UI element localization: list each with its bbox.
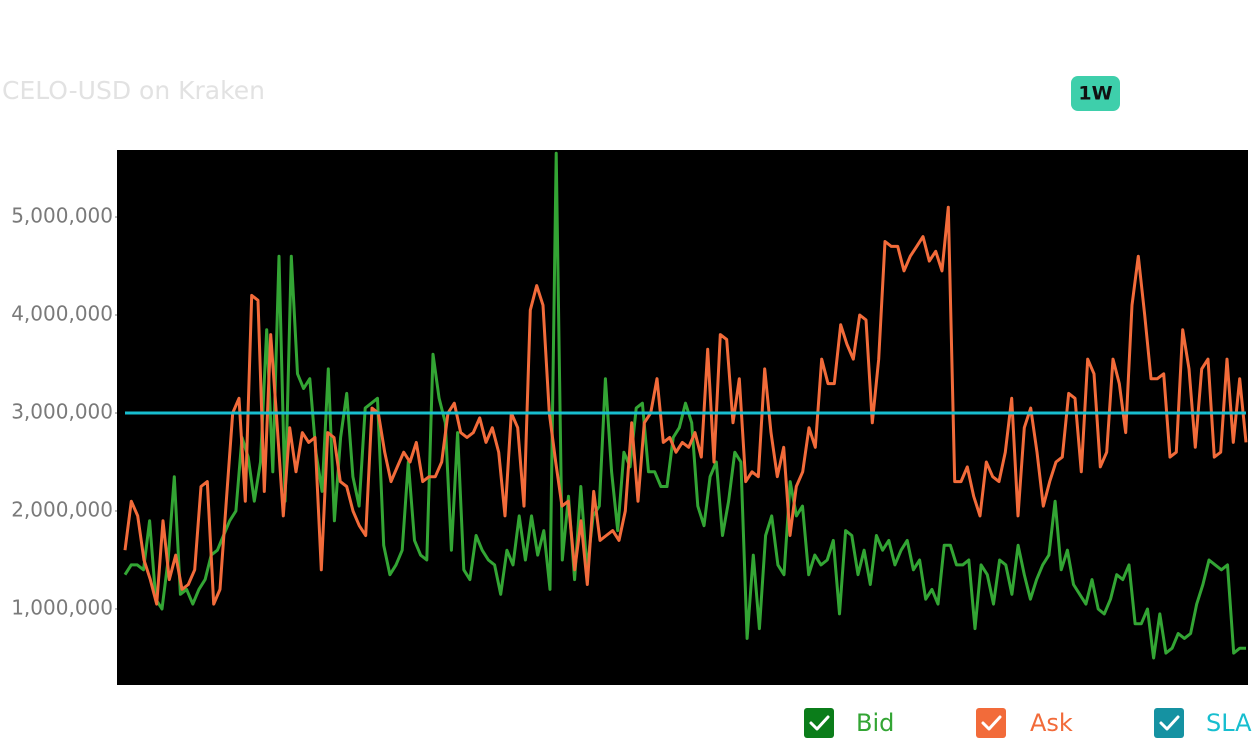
legend-item[interactable]: SLA: [1154, 708, 1252, 738]
y-tick-label: 2,000,000: [11, 497, 113, 521]
legend-item[interactable]: Ask: [976, 708, 1073, 738]
legend-checkbox[interactable]: [976, 708, 1006, 738]
legend-checkbox[interactable]: [804, 708, 834, 738]
chart-title: CELO-USD on Kraken: [2, 76, 265, 105]
legend-item[interactable]: Bid: [804, 708, 894, 738]
legend-check[interactable]: [981, 715, 1002, 731]
y-tick-label: 5,000,000: [11, 204, 113, 228]
range-button-bg[interactable]: [1071, 76, 1120, 111]
legend-label[interactable]: Bid: [856, 709, 894, 737]
range-button[interactable]: 1W: [1071, 76, 1120, 111]
legend-check[interactable]: [1159, 715, 1180, 731]
range-button-label[interactable]: 1W: [1078, 83, 1112, 105]
legend-label[interactable]: SLA: [1206, 709, 1252, 737]
series-line: [123, 151, 1246, 660]
series-line: [123, 205, 1248, 606]
legend-checkbox[interactable]: [1154, 708, 1184, 738]
legend-check[interactable]: [809, 715, 830, 731]
y-tick-label: 3,000,000: [11, 399, 113, 423]
legend-label[interactable]: Ask: [1030, 709, 1073, 737]
y-tick-label: 1,000,000: [11, 595, 113, 619]
y-tick-label: 4,000,000: [11, 302, 113, 326]
